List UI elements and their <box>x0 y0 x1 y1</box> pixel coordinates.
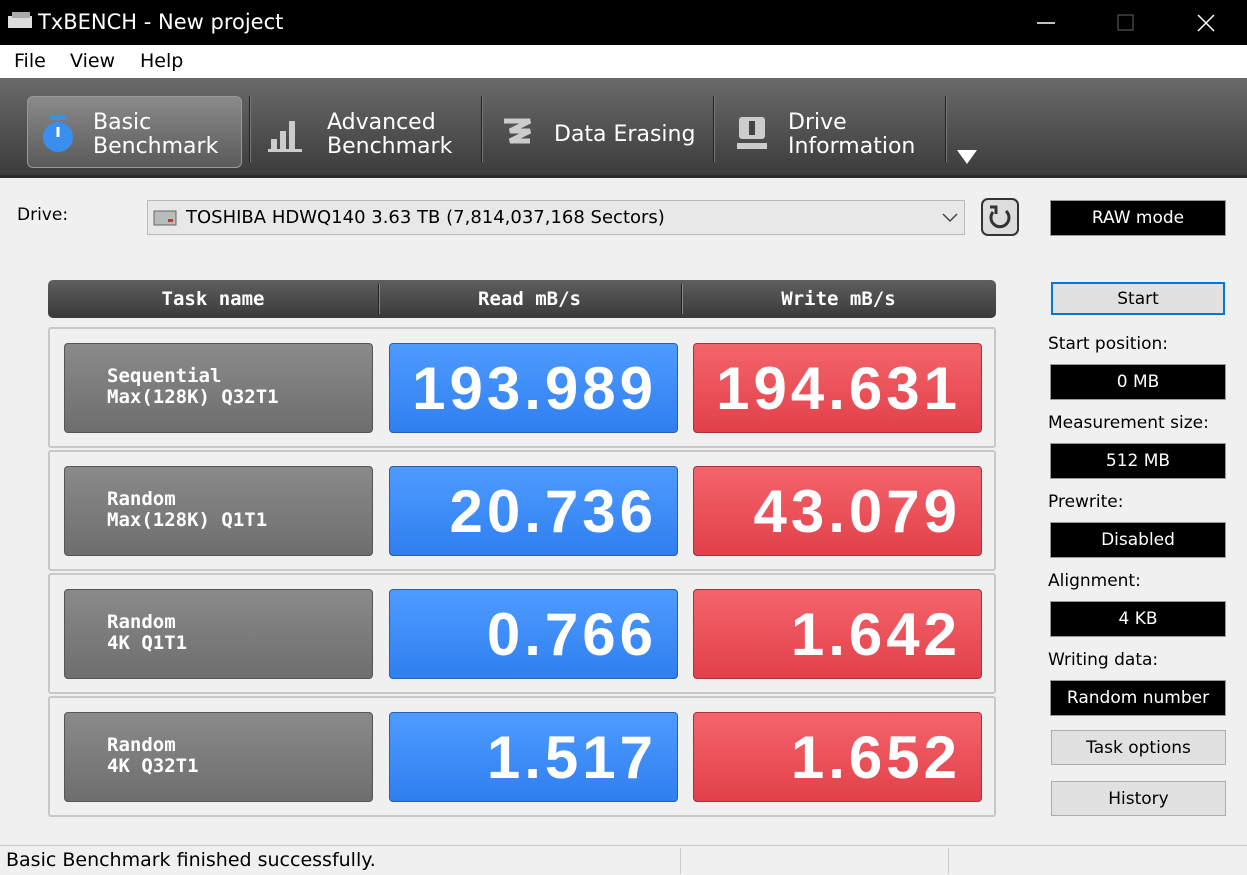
write-speed: 194.631 <box>693 343 982 433</box>
tab-label: Benchmark <box>93 134 219 159</box>
menu-item[interactable]: Help <box>140 50 184 72</box>
result-row: Sequential Max(128K) Q32T1 193.989 194.631 <box>48 327 996 448</box>
task-name-line: Max(128K) Q1T1 <box>107 509 268 531</box>
tab-separator <box>713 96 715 162</box>
tab-separator <box>945 96 947 162</box>
side-button[interactable]: History <box>1051 781 1226 816</box>
start-button[interactable]: Start <box>1051 282 1225 315</box>
write-speed: 43.079 <box>693 466 982 556</box>
tab-icon <box>737 117 767 149</box>
field-value: Random number <box>1050 680 1226 716</box>
dropdown-arrow <box>942 213 958 223</box>
drive-label: Drive: <box>17 205 69 225</box>
task-name-line: Random <box>107 611 176 633</box>
more-tabs[interactable] <box>955 148 979 166</box>
tab-separator <box>249 96 251 162</box>
tab[interactable]: Data Erasing <box>554 98 695 172</box>
toolbar: Basic Benchmark Advanced Benchmark Data Eras… <box>0 78 1247 178</box>
result-row: Random Max(128K) Q1T1 20.736 43.079 <box>48 450 996 571</box>
app-icon <box>8 12 32 28</box>
task-name-line: 4K Q1T1 <box>107 632 188 654</box>
task-name-line: Random <box>107 734 176 756</box>
write-speed: 1.652 <box>693 712 982 802</box>
task-name-line: 4K Q32T1 <box>107 755 199 777</box>
task-name: Random 4K Q32T1 <box>64 712 373 802</box>
field-label: Prewrite: <box>1048 492 1124 512</box>
write-speed: 1.642 <box>693 589 982 679</box>
read-speed: 20.736 <box>389 466 678 556</box>
title-bar: TxBENCH - New project <box>0 0 1247 45</box>
column-header: Write mB/s <box>781 288 896 310</box>
field-label: Writing data: <box>1048 650 1159 670</box>
menu-item[interactable]: File <box>14 50 46 72</box>
field-value: Disabled <box>1050 522 1226 558</box>
field-label: Start position: <box>1048 334 1168 354</box>
header-divider <box>681 284 683 314</box>
result-row: Random 4K Q1T1 0.766 1.642 <box>48 573 996 694</box>
read-speed: 0.766 <box>389 589 678 679</box>
status-divider <box>948 848 949 874</box>
tab-icon <box>504 118 532 144</box>
task-name-line: Sequential <box>107 365 222 387</box>
drive-combobox[interactable]: TOSHIBA HDWQ140 3.63 TB (7,814,037,168 S… <box>147 200 965 235</box>
tab-icon <box>43 115 73 152</box>
window-title: TxBENCH - New project <box>38 10 284 34</box>
tab-label: Data Erasing <box>554 122 696 147</box>
menu-bar: File View Help <box>0 45 1247 78</box>
table-header: Task name Read mB/s Write mB/s <box>48 280 996 318</box>
tab[interactable]: Drive Information <box>788 98 915 172</box>
tab-label: Basic <box>93 110 152 135</box>
field-value: 4 KB <box>1050 601 1226 637</box>
task-name-line: Random <box>107 488 176 510</box>
task-name: Random 4K Q1T1 <box>64 589 373 679</box>
status-divider <box>680 848 681 874</box>
field-label: Alignment: <box>1048 571 1141 591</box>
result-row: Random 4K Q32T1 1.517 1.652 <box>48 696 996 817</box>
field-value: 0 MB <box>1050 364 1226 400</box>
tab-icon <box>268 121 302 152</box>
task-name: Sequential Max(128K) Q32T1 <box>64 343 373 433</box>
header-divider <box>378 284 380 314</box>
task-name-line: Max(128K) Q32T1 <box>107 386 279 408</box>
field-label: Measurement size: <box>1048 413 1209 433</box>
refresh-button[interactable] <box>981 198 1019 236</box>
read-speed: 1.517 <box>389 712 678 802</box>
tab-label: Benchmark <box>327 134 453 159</box>
tab[interactable]: Basic Benchmark <box>93 98 218 172</box>
column-header: Task name <box>161 288 265 310</box>
status-text: Basic Benchmark finished successfully. <box>6 849 376 871</box>
tab-label: Information <box>788 134 916 159</box>
mode-indicator: RAW mode <box>1050 200 1226 236</box>
side-button[interactable]: Task options <box>1051 730 1226 765</box>
column-header: Read mB/s <box>478 288 581 310</box>
tab-separator <box>481 96 483 162</box>
task-name: Random Max(128K) Q1T1 <box>64 466 373 556</box>
tab-label: Advanced <box>327 110 436 135</box>
status-bar: Basic Benchmark finished successfully. <box>0 845 1247 875</box>
drive-icon <box>153 210 177 226</box>
tab-label: Drive <box>788 110 847 135</box>
tab[interactable]: Advanced Benchmark <box>327 98 452 172</box>
field-value: 512 MB <box>1050 443 1226 479</box>
menu-item[interactable]: View <box>70 50 116 72</box>
read-speed: 193.989 <box>389 343 678 433</box>
window-controls[interactable] <box>1030 10 1240 36</box>
